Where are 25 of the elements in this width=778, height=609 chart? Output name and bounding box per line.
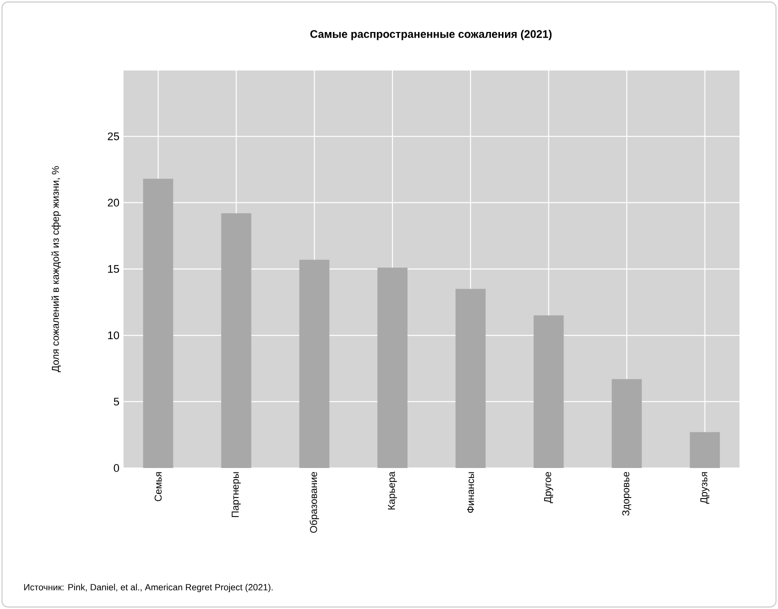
x-tick-label: Образование (310, 472, 320, 533)
bar (221, 213, 252, 468)
bar (534, 315, 564, 468)
y-tick-label: 15 (108, 265, 120, 273)
bar (612, 379, 642, 468)
bar (299, 260, 330, 468)
x-tick-label: Финансы (467, 472, 474, 513)
x-tick-label: Семья (154, 472, 162, 502)
bar (143, 178, 174, 468)
chart-title: Самые распространенные сожаления (2021) (310, 30, 552, 40)
bar (456, 288, 486, 468)
x-tick-label: Здоровье (622, 472, 632, 516)
x-tick-label: Другое (544, 472, 554, 504)
bar (690, 432, 720, 468)
y-axis-title: Доля сожалений в каждой из сфер жизни, % (51, 166, 61, 372)
bar (377, 268, 408, 468)
x-tick-label: Карьера (388, 472, 397, 510)
text: Источник: Pink, Daniel, et al., American Regret Project (2021). (24, 584, 273, 592)
y-tick-label: 25 (108, 132, 120, 140)
y-tick-label: 0 (114, 464, 120, 472)
y-tick-label: 10 (108, 331, 120, 340)
x-tick-label: Партнеры (232, 472, 241, 518)
y-tick-label: 20 (108, 198, 120, 207)
y-tick-label: 5 (114, 398, 120, 406)
x-tick-label: Друзья (700, 472, 710, 504)
